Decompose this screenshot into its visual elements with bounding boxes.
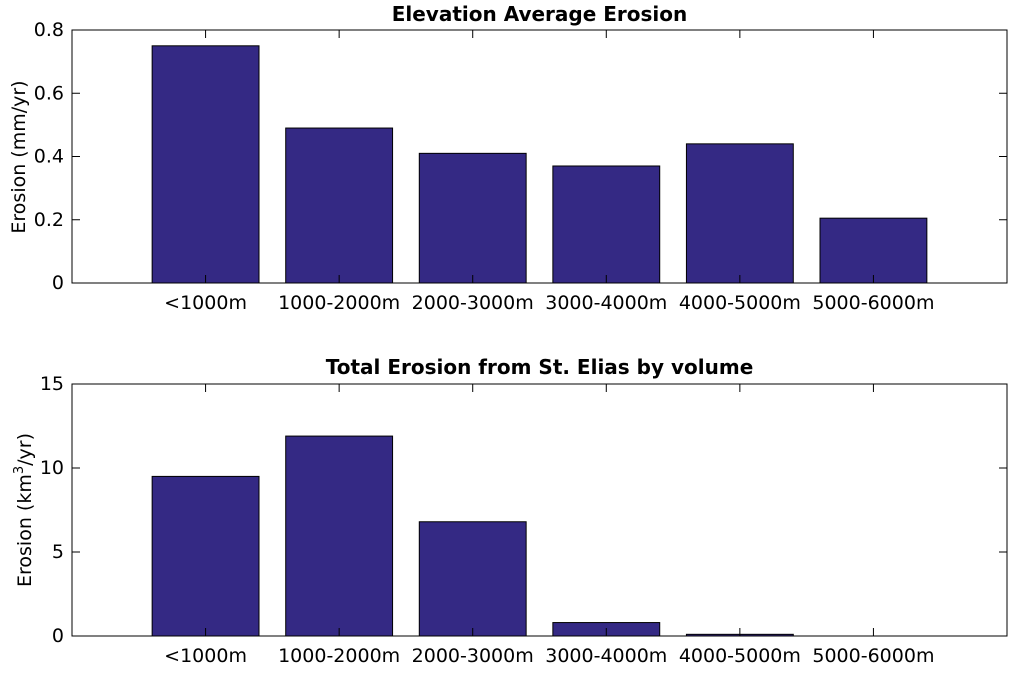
x-tick-label: 2000-3000m: [412, 292, 534, 314]
y-tick-label: 0: [52, 272, 64, 294]
y-axis-label-superscript: 3: [12, 466, 27, 474]
x-tick-label: 4000-5000m: [679, 292, 801, 314]
chart-total-erosion-by-volume: Total Erosion from St. Elias by volume 0 5…: [12, 355, 1008, 667]
x-tick-label: 2000-3000m: [412, 645, 534, 667]
y-tick-label: 15: [40, 373, 64, 395]
x-tick-label: <1000m: [164, 645, 247, 667]
x-tick-label: 5000-6000m: [812, 645, 934, 667]
y-axis-label-unit: /yr): [14, 433, 36, 466]
y-tick-label: 0.2: [34, 209, 64, 231]
x-tick-label: 4000-5000m: [679, 645, 801, 667]
x-tick-label: 1000-2000m: [278, 292, 400, 314]
bar-1: [285, 127, 394, 284]
y-tick-label: 0: [52, 625, 64, 647]
y-tick-label: 0.6: [34, 82, 64, 104]
y-tick-label: 0.8: [34, 19, 64, 41]
chart-elevation-average-erosion: Elevation Average Erosion 0 0.2 0.4 0.6 0.8 <1…: [8, 2, 1008, 314]
x-tick-label: <1000m: [164, 292, 247, 314]
x-tick-label: 5000-6000m: [812, 292, 934, 314]
y-axis-label-text: Erosion (km: [14, 474, 36, 587]
plot-frame: [71, 383, 1008, 637]
y-tick-label: 5: [52, 541, 64, 563]
chart-title: Total Erosion from St. Elias by volume: [326, 355, 754, 379]
y-axis-label: Erosion (mm/yr): [8, 80, 30, 233]
bar-2: [418, 152, 527, 284]
y-axis-label: Erosion (km3/yr): [12, 433, 36, 587]
x-tick-label: 1000-2000m: [278, 645, 400, 667]
x-tick-label: 3000-4000m: [545, 292, 667, 314]
bar-0: [151, 45, 260, 284]
bar-5: [819, 217, 928, 284]
bar-3: [552, 165, 661, 284]
bar-2: [418, 521, 527, 637]
bar-1: [285, 435, 394, 637]
x-tick-label: 3000-4000m: [545, 645, 667, 667]
bar-4: [685, 143, 794, 284]
bar-0: [151, 475, 260, 637]
y-tick-label: 0.4: [34, 146, 64, 168]
y-tick-label: 10: [40, 457, 64, 479]
chart-title: Elevation Average Erosion: [392, 2, 688, 26]
